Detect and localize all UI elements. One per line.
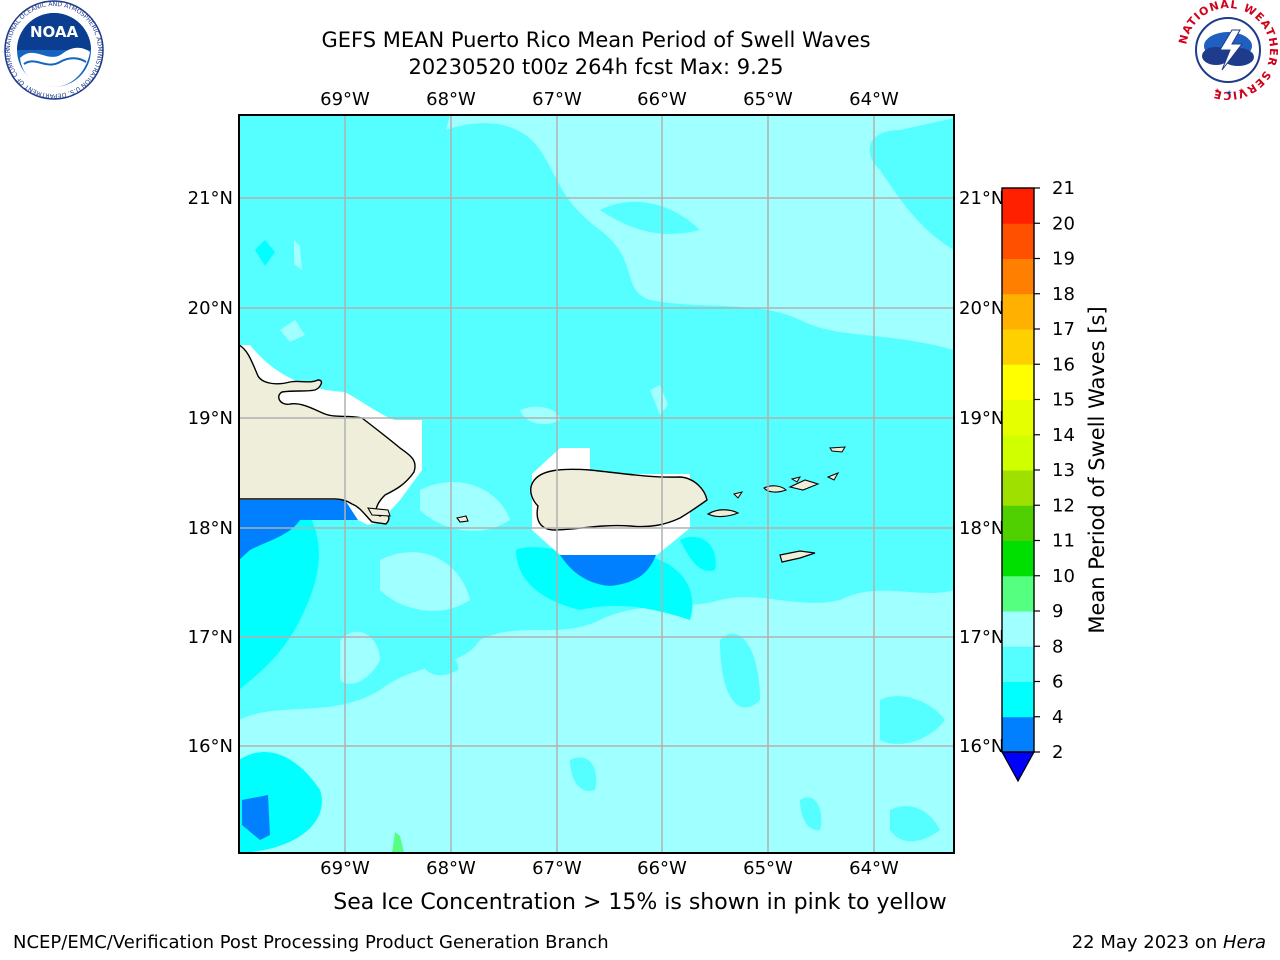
hispaniola-landmass <box>239 344 416 525</box>
colorbar-band <box>1002 470 1034 506</box>
swell-field-8-9-south <box>239 590 954 853</box>
colorbar-tick-label: 16 <box>1052 354 1075 375</box>
colorbar: 2 4 6 8 9 10 11 12 13 14 15 16 17 18 19 20 21 Mean Perio… <box>1000 178 1109 783</box>
lat-label: 18°N <box>959 518 1004 539</box>
svg-text:★: ★ <box>1214 87 1220 95</box>
colorbar-band <box>1002 364 1034 400</box>
lon-label: 68°W <box>426 858 476 875</box>
colorbar-tick-label: 4 <box>1052 707 1063 728</box>
colorbar-tick-label: 17 <box>1052 319 1075 340</box>
colorbar-band <box>1002 646 1034 682</box>
map-subtitle: 20230520 t00z 264h fcst Max: 9.25 <box>408 55 784 79</box>
colorbar-band <box>1002 223 1034 259</box>
colorbar-band <box>1002 399 1034 436</box>
map-frame <box>238 114 955 854</box>
colorbar-tick-label: 15 <box>1052 390 1075 411</box>
colorbar-band <box>1002 716 1034 753</box>
colorbar-tick-label: 10 <box>1052 566 1075 587</box>
nws-logo: NATIONAL WEATHER SERVICE ★ ★ ★ <box>1176 0 1279 100</box>
colorbar-band <box>1002 434 1034 471</box>
colorbar-band <box>1002 188 1034 224</box>
lat-label: 19°N <box>959 408 1004 429</box>
lon-label: 68°W <box>426 89 476 110</box>
lat-label: 16°N <box>959 736 1004 757</box>
lat-label: 18°N <box>188 518 233 539</box>
colorbar-tick-label: 12 <box>1052 495 1075 516</box>
lon-label: 64°W <box>849 89 899 110</box>
colorbar-band <box>1002 505 1034 541</box>
lat-label: 17°N <box>959 627 1004 648</box>
colorbar-tick-label: 14 <box>1052 425 1075 446</box>
colorbar-tick-label: 19 <box>1052 249 1075 270</box>
colorbar-extend-arrow <box>1000 751 1036 783</box>
colorbar-tick-label: 13 <box>1052 460 1075 481</box>
colorbar-band <box>1002 575 1034 612</box>
noaa-logo-text: NOAA <box>30 23 79 41</box>
lon-labels-top: 69°W 68°W 67°W 66°W 65°W 64°W <box>320 89 899 110</box>
svg-text:★: ★ <box>1238 87 1244 95</box>
colorbar-band <box>1002 258 1034 295</box>
lat-label: 19°N <box>188 408 233 429</box>
footer-machine: Hera <box>1222 932 1266 953</box>
svg-text:★: ★ <box>1226 89 1232 97</box>
footer-date: 22 May 2023 on Hera <box>1072 932 1266 953</box>
lat-label: 20°N <box>959 298 1004 319</box>
colorbar-tick-label: 9 <box>1052 601 1063 622</box>
lat-label: 17°N <box>188 627 233 648</box>
lon-label: 67°W <box>532 858 582 875</box>
swell-field-8-9-north <box>446 115 954 350</box>
colorbar-band <box>1002 293 1034 330</box>
lon-label: 69°W <box>320 89 370 110</box>
lat-label: 20°N <box>188 298 233 319</box>
swell-field-2-4 <box>239 500 358 560</box>
lon-label: 65°W <box>743 858 793 875</box>
lon-label: 64°W <box>849 858 899 875</box>
colorbar-tick-label: 8 <box>1052 636 1063 657</box>
lon-label: 66°W <box>637 858 687 875</box>
lat-labels-left: 21°N 20°N 19°N 18°N 17°N 16°N <box>188 188 233 757</box>
lat-label: 21°N <box>959 188 1004 209</box>
lon-label: 65°W <box>743 89 793 110</box>
colorbar-tick-label: 6 <box>1052 672 1063 693</box>
colorbar-tick-label: 18 <box>1052 284 1075 305</box>
lon-label: 69°W <box>320 858 370 875</box>
colorbar-band <box>1002 540 1034 577</box>
lat-label: 21°N <box>188 188 233 209</box>
colorbar-label: Mean Period of Swell Waves [s] <box>1085 306 1109 633</box>
colorbar-tick-label: 11 <box>1052 531 1075 552</box>
map-figure: 69°W 68°W 67°W 66°W 65°W 64°W 69°W 68°W … <box>188 89 1109 875</box>
puerto-rico-landmass <box>530 468 708 531</box>
colorbar-tick-label: 2 <box>1052 742 1063 763</box>
lon-label: 67°W <box>532 89 582 110</box>
footer-credit: NCEP/EMC/Verification Post Processing Pr… <box>13 932 609 953</box>
colorbar-band <box>1002 611 1034 647</box>
noaa-logo: NATIONAL OCEANIC AND ATMOSPHERIC ADMINIS… <box>2 0 104 100</box>
lat-label: 16°N <box>188 736 233 757</box>
map-gridlines <box>239 115 954 853</box>
map-title: GEFS MEAN Puerto Rico Mean Period of Swe… <box>321 28 871 52</box>
swell-field-4-6 <box>239 500 319 690</box>
colorbar-tick-label: 21 <box>1052 178 1075 199</box>
colorbar-band <box>1002 329 1034 365</box>
sea-ice-note: Sea Ice Concentration > 15% is shown in … <box>333 890 947 915</box>
lat-labels-right: 21°N 20°N 19°N 18°N 17°N 16°N <box>959 188 1004 757</box>
colorbar-tick-label: 20 <box>1052 213 1075 234</box>
footer-date-text: 22 May 2023 on <box>1071 932 1223 953</box>
st-croix-landmass <box>779 550 816 563</box>
lon-label: 66°W <box>637 89 687 110</box>
colorbar-band <box>1002 681 1034 718</box>
swell-period-field <box>239 115 954 853</box>
lon-labels-bottom: 69°W 68°W 67°W 66°W 65°W 64°W <box>320 858 899 875</box>
